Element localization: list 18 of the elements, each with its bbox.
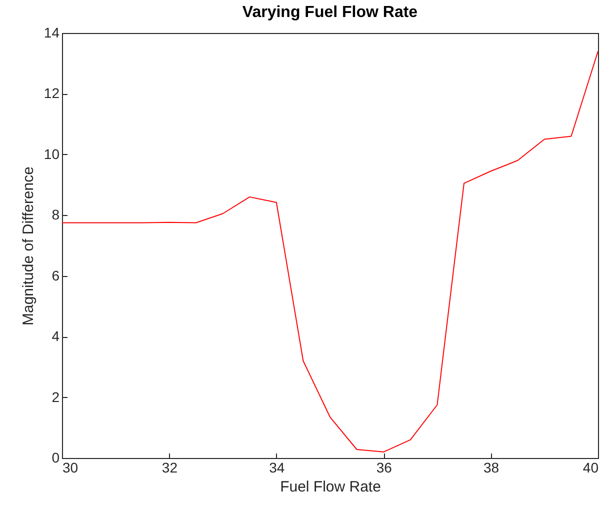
x-tick-label: 38 [484, 460, 500, 476]
x-tick-label: 34 [269, 460, 285, 476]
x-tick-label: 40 [582, 460, 599, 476]
line-series [62, 50, 598, 452]
x-tick-label: 30 [62, 460, 78, 476]
y-tick-label: 4 [52, 328, 60, 344]
y-tick-label: 6 [52, 267, 60, 284]
chart-title: Varying Fuel Flow Rate [242, 4, 418, 21]
x-tick-label: 32 [162, 460, 178, 476]
y-tick-label: 12 [44, 85, 60, 102]
y-axis-title: Magnitude of Difference [20, 166, 37, 326]
y-tick-label: 2 [52, 388, 60, 405]
x-axis-title: Fuel Flow Rate [280, 478, 381, 496]
y-tick-label: 0 [52, 450, 60, 466]
y-tick-label: 14 [44, 24, 60, 40]
x-tick-label: 36 [376, 460, 392, 476]
y-tick-label: 8 [52, 206, 60, 223]
y-tick-label: 10 [44, 146, 60, 162]
